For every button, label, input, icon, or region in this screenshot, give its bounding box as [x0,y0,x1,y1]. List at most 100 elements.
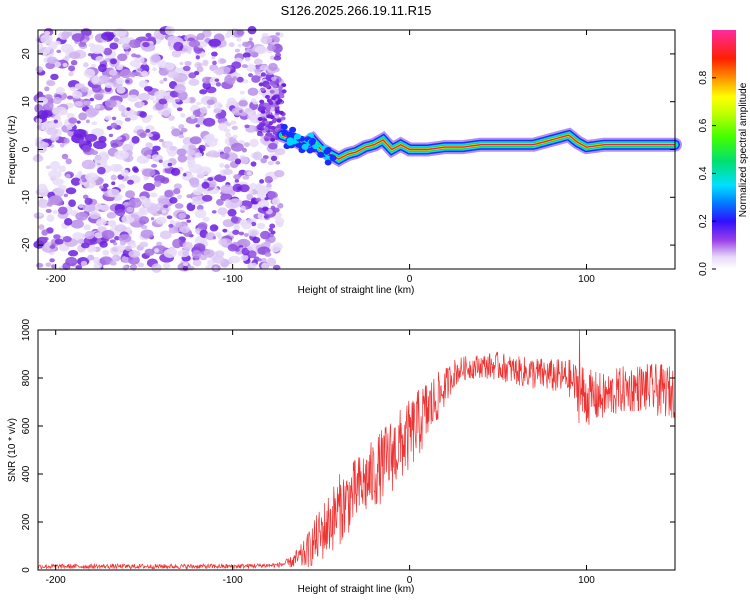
noise-blob [227,244,239,252]
noise-blob [94,104,101,109]
spectrogram-x-axis: -200 -100 0 100 [46,30,595,285]
noise-blob [182,65,191,72]
signal-blob [280,123,288,130]
noise-blob [254,45,268,55]
spectrogram-x-tick-label: -200 [46,274,66,285]
noise-blob [208,38,222,47]
noise-blob [72,232,84,240]
noise-blob [228,255,241,264]
spectrogram-noise-cloud [32,25,288,273]
noise-blob [143,182,156,192]
noise-blob [218,122,228,131]
noise-blob [271,76,277,81]
noise-blob [113,37,119,43]
noise-blob [167,71,179,79]
noise-blob [159,79,165,85]
noise-blob [247,87,259,96]
noise-blob [222,228,228,233]
noise-blob [256,132,262,137]
noise-blob [244,124,250,129]
noise-blob [201,194,213,202]
noise-blob [90,150,99,156]
noise-blob [257,124,263,129]
noise-blob [91,84,102,93]
noise-blob [174,203,184,209]
noise-blob [53,188,65,196]
noise-blob [224,164,230,169]
noise-blob [255,64,261,70]
noise-blob [162,110,171,118]
noise-blob [84,197,93,205]
noise-blob [268,227,273,232]
noise-blob [55,86,65,95]
noise-blob [271,96,277,101]
noise-blob [104,99,117,108]
noise-blob [213,107,222,114]
noise-blob [137,67,143,72]
noise-blob [259,99,265,104]
noise-blob [80,260,88,267]
noise-blob [193,243,206,252]
noise-blob [126,206,134,213]
noise-blob [274,169,285,178]
noise-blob [276,124,282,129]
noise-blob [122,43,131,50]
noise-blob [275,32,281,36]
noise-blob [266,114,272,119]
noise-blob [44,30,51,36]
noise-blob [35,66,44,73]
spectrogram-y-tick-label: -20 [21,237,32,252]
spectrogram-y-tick-label: 10 [21,96,32,108]
noise-blob [220,193,233,202]
noise-blob [77,171,83,175]
noise-blob [67,95,74,100]
noise-blob [165,62,175,71]
noise-blob [164,189,174,198]
noise-blob [56,49,62,54]
snr-y-axis: 0 200 400 600 800 1000 [21,318,675,573]
noise-blob [260,230,271,240]
noise-blob [251,98,257,103]
signal-blob [324,146,332,153]
noise-blob [214,250,225,258]
noise-blob [164,140,173,148]
noise-blob [146,154,152,160]
noise-blob [139,208,146,214]
noise-blob [202,59,209,67]
snr-x-axis: -200 -100 0 100 [46,330,595,586]
noise-blob [108,133,114,138]
noise-blob [272,117,278,122]
noise-blob [116,136,123,141]
noise-blob [91,247,97,252]
noise-blob [97,63,107,73]
noise-blob [232,134,238,139]
noise-blob [226,30,232,35]
noise-blob [99,204,110,211]
noise-blob [151,154,160,160]
noise-blob [102,249,110,256]
noise-blob [114,235,120,241]
signal-blob [317,151,325,158]
noise-blob [238,109,243,114]
noise-blob [270,205,276,210]
noise-blob [199,113,205,118]
noise-blob [276,221,284,228]
noise-blob [130,213,137,218]
noise-blob [176,107,183,112]
signal-blob [286,137,294,144]
noise-blob [243,233,249,237]
noise-blob [99,185,104,190]
noise-blob [141,70,148,77]
noise-blob [216,198,224,206]
snr-y-tick-label: 800 [21,369,32,386]
noise-blob [213,101,223,110]
colorbar: 0.0 0.2 0.4 0.6 0.8 Normalized spectral ampl… [698,30,749,276]
noise-blob [102,183,109,188]
noise-blob [149,95,155,101]
noise-blob [133,167,139,173]
noise-blob [139,132,147,139]
noise-blob [192,259,202,267]
noise-blob [248,73,254,78]
noise-blob [126,179,134,185]
noise-blob [266,257,277,267]
